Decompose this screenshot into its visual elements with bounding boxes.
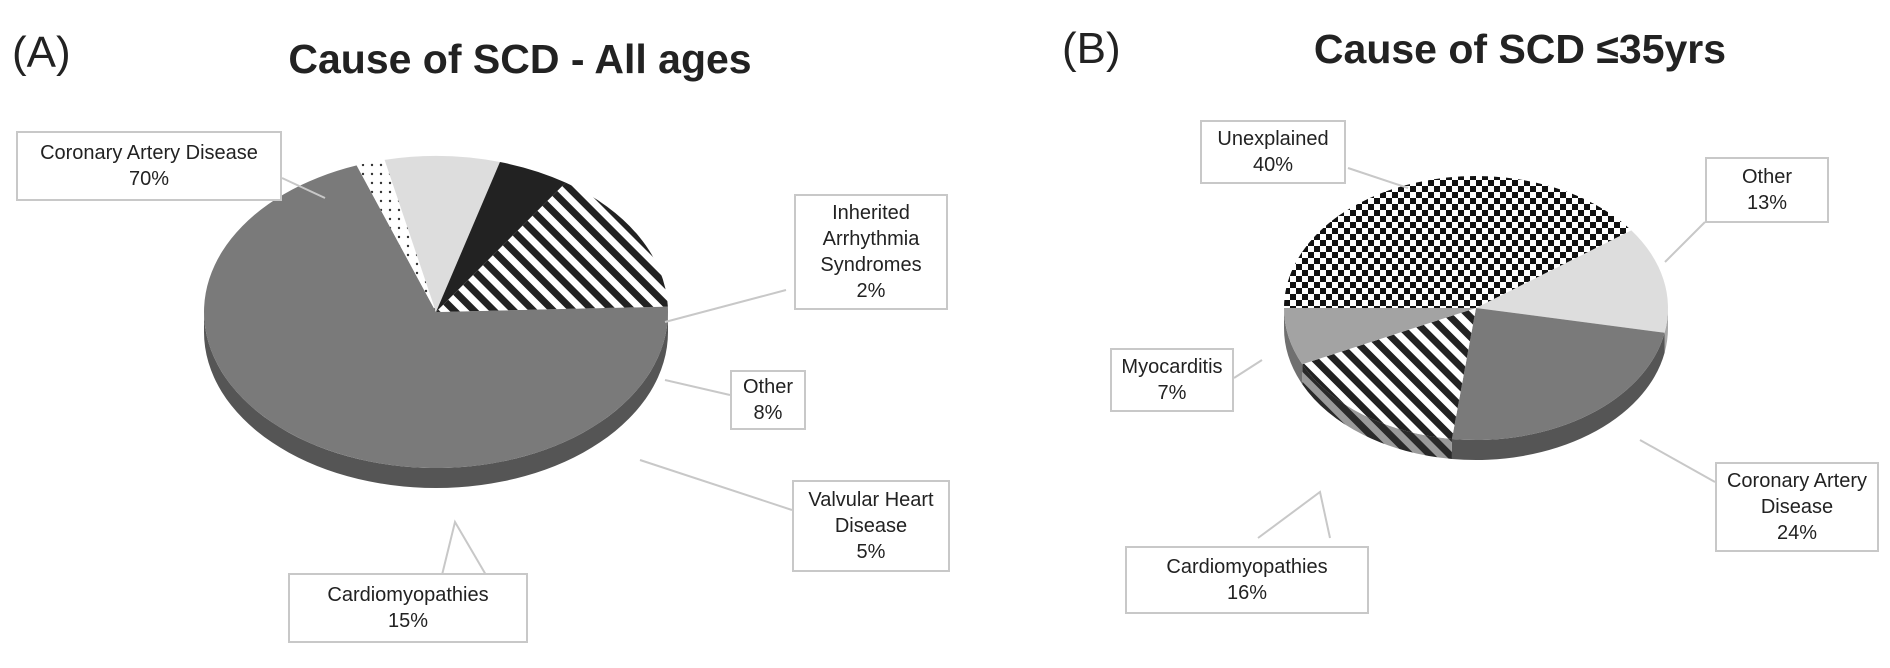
callout-text: Inherited: [832, 202, 910, 224]
pie-slice-side-other: [1664, 308, 1668, 353]
callout-value: 5%: [856, 541, 886, 563]
leader-a-cad: [281, 177, 326, 199]
pie-slice-myocarditis: [1284, 308, 1476, 365]
callout-text: Disease: [834, 515, 908, 537]
callout-text: Other: [742, 376, 794, 398]
callout-text: Myocarditis: [1121, 356, 1223, 378]
leader-b-myo: [1233, 359, 1263, 379]
pie-slice-side-cardiomyopathies: [1302, 364, 1452, 459]
pie-slice-valvular-heart-disease: [436, 162, 566, 312]
callout-text: Unexplained: [1217, 128, 1329, 150]
leader-a-cardio: [441, 519, 487, 576]
callout-text: Valvular Heart: [808, 489, 934, 511]
callout-text: Syndromes: [820, 254, 922, 276]
callout-a-other: Other 8%: [730, 370, 806, 430]
callout-a-coronary-artery-disease: Coronary Artery Disease 70%: [16, 131, 282, 201]
callout-text: Coronary Artery Disease: [40, 142, 258, 164]
leader-b-cardio: [1257, 490, 1331, 539]
callout-value: 7%: [1157, 382, 1187, 404]
pie-slice-unexplained: [1284, 176, 1632, 308]
callout-value: 2%: [856, 280, 886, 302]
pie-slice-other: [384, 156, 500, 312]
callout-value: 15%: [387, 610, 429, 632]
callout-b-myocarditis: Myocarditis 7%: [1110, 348, 1234, 412]
leader-b-cad: [1639, 439, 1716, 483]
callout-text: Coronary Artery: [1726, 470, 1868, 492]
pie-slice-cardiomyopathies: [1302, 308, 1476, 439]
callout-a-cardiomyopathies: Cardiomyopathies 15%: [288, 573, 528, 643]
callout-value: 40%: [1252, 154, 1294, 176]
callout-value: 70%: [128, 168, 170, 190]
callout-text: Cardiomyopathies: [1166, 556, 1328, 578]
callout-a-inherited-arrhythmia: Inherited Arrhythmia Syndromes 2%: [794, 194, 948, 310]
pie-slice-coronary-artery-disease: [203, 165, 668, 469]
callout-b-cardiomyopathies: Cardiomyopathies 16%: [1125, 546, 1369, 614]
panel-a-letter: (A): [12, 28, 71, 77]
callout-text: Other: [1741, 166, 1793, 188]
pie-slice-side-myocarditis: [1284, 308, 1303, 385]
callout-a-valvular-heart-disease: Valvular Heart Disease 5%: [792, 480, 950, 572]
callout-text: Arrhythmia: [822, 228, 920, 250]
leader-b-other: [1664, 221, 1706, 263]
leader-a-other: [664, 379, 731, 396]
callout-value: 24%: [1776, 522, 1818, 544]
pie-slice-cardiomyopathies: [436, 182, 668, 312]
callout-text: Disease: [1760, 496, 1834, 518]
leader-a-ias: [664, 289, 787, 323]
callout-b-other: Other 13%: [1705, 157, 1829, 223]
chart-b-title: Cause of SCD ≤35yrs: [1313, 26, 1727, 72]
pie-slice-other: [1476, 230, 1668, 333]
leader-b-unexpl: [1347, 167, 1409, 189]
pie-b: [1284, 176, 1668, 460]
callout-text: Cardiomyopathies: [327, 584, 489, 606]
callout-value: 13%: [1746, 192, 1788, 214]
leader-lines: [281, 167, 1716, 576]
callout-b-coronary-artery-disease: Coronary Artery Disease 24%: [1715, 462, 1879, 552]
callout-b-unexplained: Unexplained 40%: [1200, 120, 1346, 184]
pie-a: [203, 156, 668, 488]
pie-slice-inherited-arrhythmia-syndromes: [356, 159, 436, 312]
chart-a-title: Cause of SCD - All ages: [288, 36, 752, 82]
pie-slice-side-coronary-artery-disease: [1451, 332, 1665, 460]
callout-value: 8%: [753, 402, 783, 424]
panel-b-letter: (B): [1062, 24, 1121, 73]
leader-a-valv: [639, 459, 793, 511]
pie-slice-coronary-artery-disease: [1451, 308, 1665, 440]
callout-value: 16%: [1226, 582, 1268, 604]
